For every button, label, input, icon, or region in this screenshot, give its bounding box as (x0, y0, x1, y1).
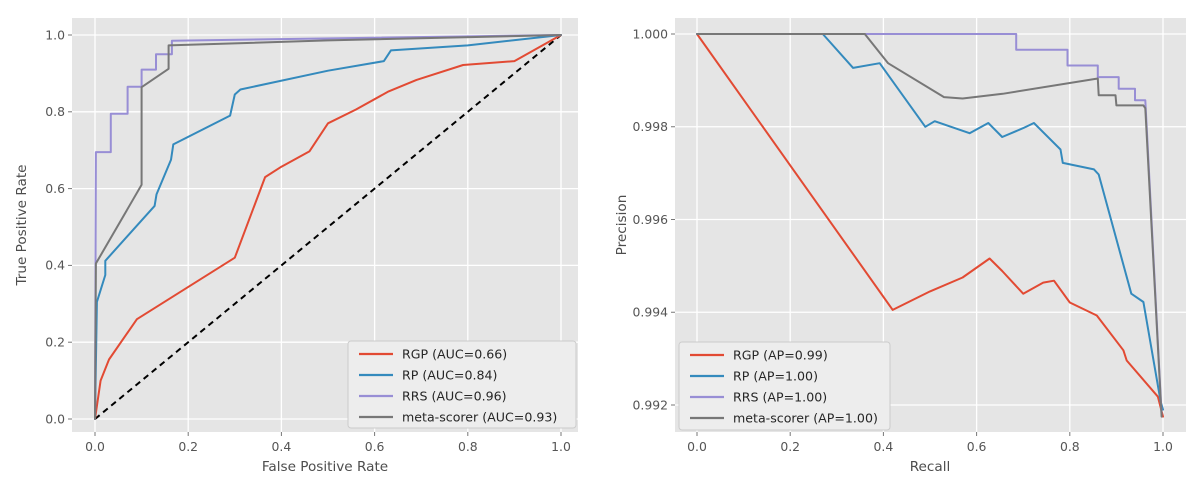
y-tick-label: 0.2 (45, 335, 65, 350)
legend-label: RRS (AP=1.00) (733, 389, 827, 404)
pr-chart: Recall Precision 0.0 0.2 0.4 0.6 0.8 1.0 0.992… (614, 18, 1186, 475)
roc-y-axis-label: True Positive Rate (14, 164, 30, 286)
y-tick-label: 0.994 (633, 305, 669, 320)
series-meta-scorer (94, 34, 562, 420)
y-tick-label: 0.6 (45, 181, 65, 196)
legend-label: meta-scorer (AP=1.00) (733, 410, 878, 425)
series-RP (696, 33, 1164, 411)
x-tick-label: 0.2 (178, 439, 198, 454)
y-tick-label: 0.996 (633, 212, 669, 227)
x-tick-label: 0.4 (874, 439, 894, 454)
series-RRS (94, 34, 562, 420)
roc-plot-group: 0.0 0.2 0.4 0.6 0.8 1.0 0.0 0.2 0.4 0.6 0.8 1.0 RGP … (45, 18, 578, 454)
pr-x-axis-label: Recall (910, 459, 951, 475)
legend-label: RP (AP=1.00) (733, 368, 818, 383)
y-tick-label: 1.0 (45, 27, 65, 42)
legend-label: RRS (AUC=0.96) (402, 388, 507, 403)
legend-label: meta-scorer (AUC=0.93) (402, 409, 557, 424)
x-tick-label: 0.0 (85, 439, 105, 454)
x-tick-label: 1.0 (551, 439, 571, 454)
series-RP (94, 34, 562, 420)
x-tick-label: 1.0 (1153, 439, 1173, 454)
series-RRS (696, 33, 1163, 416)
roc-chart: False Positive Rate True Positive Rate 0… (14, 18, 578, 475)
x-tick-label: 0.0 (687, 439, 707, 454)
x-tick-label: 0.2 (780, 439, 800, 454)
legend-label: RP (AUC=0.84) (402, 367, 497, 382)
series-meta-scorer (696, 33, 1163, 418)
series-RGP (94, 34, 562, 420)
pr-plot-group: 0.0 0.2 0.4 0.6 0.8 1.0 0.992 0.994 0.996 0.998 1.… (633, 18, 1186, 454)
x-tick-label: 0.4 (272, 439, 292, 454)
y-tick-label: 0.998 (633, 119, 669, 134)
y-tick-label: 0.4 (45, 258, 65, 273)
x-tick-label: 0.8 (458, 439, 478, 454)
y-tick-label: 1.000 (633, 26, 669, 41)
legend-box (678, 341, 891, 431)
legend-label: RGP (AP=0.99) (733, 347, 828, 362)
roc-x-axis-label: False Positive Rate (262, 459, 388, 475)
y-tick-label: 0.992 (633, 397, 668, 412)
x-tick-label: 0.8 (1060, 439, 1080, 454)
series-RGP (696, 33, 1164, 418)
pr-y-axis-label: Precision (614, 195, 630, 256)
x-tick-label: 0.6 (967, 439, 987, 454)
x-tick-label: 0.6 (365, 439, 385, 454)
legend-label: RGP (AUC=0.66) (402, 346, 507, 361)
y-tick-label: 0.0 (45, 411, 65, 426)
y-tick-label: 0.8 (45, 104, 65, 119)
legend-box (347, 340, 577, 429)
